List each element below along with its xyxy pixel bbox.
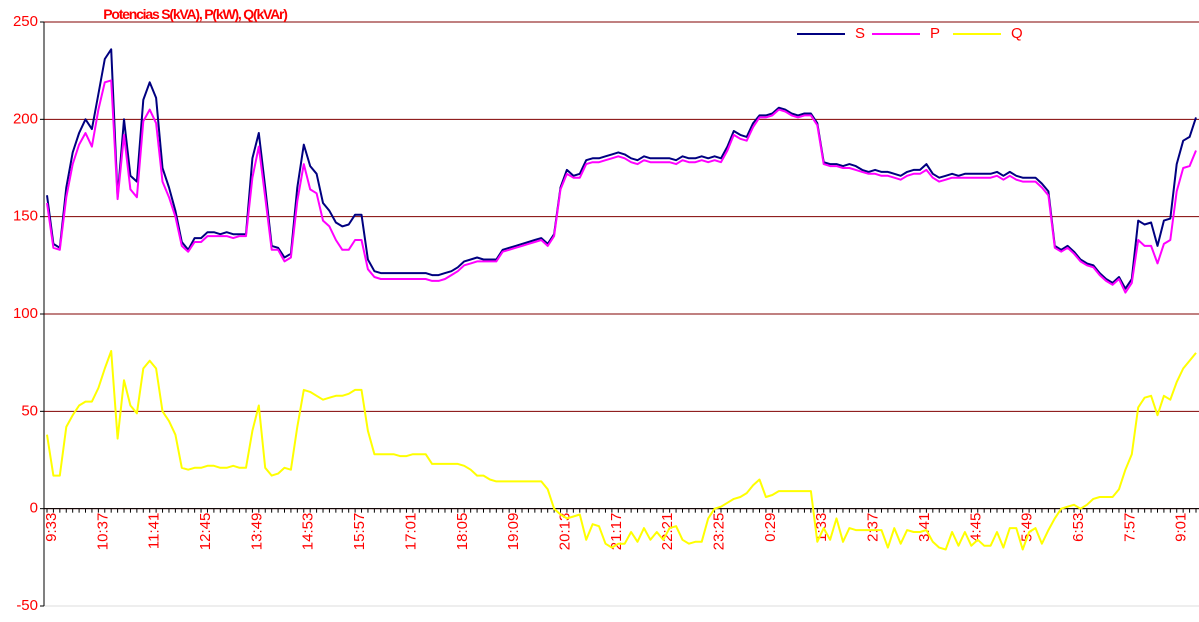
- series-line: [46, 79, 1197, 294]
- series-line: [46, 48, 1197, 290]
- chart-title: Potencias S(kVA), P(kW), Q(kVAr): [103, 6, 288, 22]
- series-line: [46, 350, 1197, 551]
- x-tick-label: 21:17: [608, 513, 625, 551]
- x-tick-label: 19:09: [505, 513, 522, 551]
- y-tick-label: -50: [16, 597, 38, 614]
- x-tick-label: 2:37: [865, 513, 882, 542]
- x-tick-label: 6:53: [1070, 513, 1087, 542]
- x-tick-label: 23:25: [711, 513, 728, 551]
- x-tick-label: 17:01: [402, 513, 419, 551]
- x-tick-label: 5:49: [1019, 513, 1036, 542]
- y-tick-label: 0: [30, 500, 38, 517]
- x-tick-label: 9:33: [43, 513, 60, 542]
- x-tick-label: 10:37: [94, 513, 111, 551]
- legend-label: P: [930, 25, 940, 42]
- legend-label: S: [855, 25, 865, 42]
- x-tick-label: 15:57: [351, 513, 368, 551]
- x-tick-label: 9:01: [1173, 513, 1190, 542]
- x-tick-label: 18:05: [454, 513, 471, 551]
- y-tick-label: 250: [13, 13, 38, 30]
- x-tick-label: 7:57: [1121, 513, 1138, 542]
- x-tick-label: 12:45: [197, 513, 214, 551]
- y-tick-label: 150: [13, 208, 38, 225]
- x-tick-label: 13:49: [248, 513, 265, 551]
- x-tick-label: 14:53: [300, 513, 317, 551]
- legend-label: Q: [1011, 25, 1023, 42]
- y-tick-label: 50: [21, 402, 38, 419]
- x-tick-label: 0:29: [762, 513, 779, 542]
- x-tick-label: 4:45: [967, 513, 984, 542]
- x-tick-label: 1:33: [813, 513, 830, 542]
- x-tick-label: 11:41: [146, 513, 163, 549]
- x-tick-label: 20:13: [556, 513, 573, 551]
- y-tick-label: 200: [13, 110, 38, 127]
- y-tick-label: 100: [13, 305, 38, 322]
